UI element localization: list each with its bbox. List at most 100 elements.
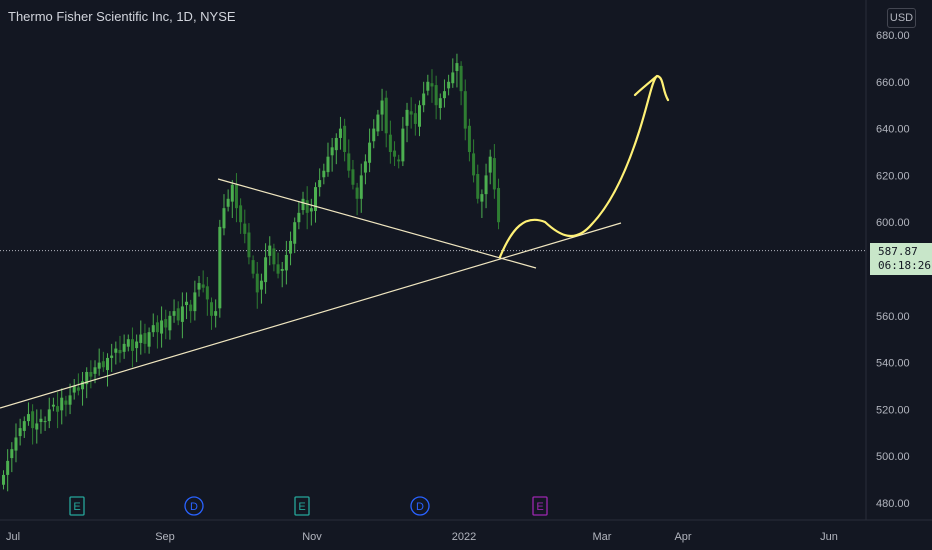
candle-body — [218, 226, 222, 309]
price-tick-label: 480.00 — [876, 498, 910, 510]
candle-body — [430, 83, 434, 87]
candle-body — [268, 245, 272, 256]
chart-title: Thermo Fisher Scientific Inc, 1D, NYSE — [8, 9, 236, 24]
upcoming-earnings-icon — [532, 496, 548, 516]
candle-body — [451, 72, 455, 84]
candle-body — [422, 93, 426, 106]
descending-trendline — [217, 178, 537, 269]
price-tick-label: 680.00 — [876, 30, 910, 42]
candle-body — [35, 423, 39, 430]
price-tick-label: 540.00 — [876, 358, 910, 370]
last-price-badge: 587.87 06:18:26 — [870, 243, 932, 275]
candle-body — [330, 147, 334, 156]
event-label: E — [73, 501, 80, 513]
candle-body — [26, 414, 30, 422]
event-label: E — [536, 501, 543, 513]
candle-body — [380, 100, 384, 115]
event-label: D — [416, 501, 424, 513]
candle-body — [85, 371, 89, 385]
candle-body — [472, 153, 476, 176]
candle-body — [359, 175, 363, 199]
candle-body — [442, 91, 446, 99]
candle-body — [81, 381, 85, 390]
candle-body — [110, 355, 114, 358]
candle-body — [60, 397, 64, 411]
candle-body — [47, 409, 51, 422]
candle-body — [372, 128, 376, 142]
candle-body — [289, 240, 293, 254]
candle-body — [447, 81, 451, 89]
candle-body — [322, 170, 326, 178]
dividend-icon — [410, 496, 430, 516]
candle-body — [405, 109, 409, 126]
candle-body — [118, 349, 122, 354]
candle-body — [89, 371, 93, 377]
candle-body — [160, 320, 164, 334]
candle-body — [143, 333, 147, 344]
time-tick-label: Apr — [674, 531, 691, 543]
candle-body — [164, 319, 168, 328]
price-tick-label: 520.00 — [876, 404, 910, 416]
candle-body — [301, 198, 305, 211]
candle-body — [347, 153, 351, 171]
candle-body — [76, 387, 80, 391]
candle-body — [151, 325, 155, 333]
time-axis[interactable]: Jul Sep Nov 2022 Mar Apr Jun — [6, 531, 838, 543]
candle-body — [214, 311, 218, 316]
candle-body — [484, 175, 488, 195]
candle-body — [305, 200, 309, 213]
projection-drawing — [498, 74, 670, 259]
candle-body — [397, 159, 401, 162]
candle-body — [314, 187, 317, 211]
candle-body — [135, 341, 139, 349]
currency-button[interactable]: USD — [887, 8, 916, 28]
candle-body — [43, 421, 47, 423]
candle-body — [39, 418, 43, 423]
candle-body — [93, 367, 97, 374]
candle-body — [393, 150, 397, 157]
time-tick-label: 2022 — [452, 531, 476, 543]
candle-body — [222, 208, 226, 229]
candle-body — [147, 332, 151, 347]
time-tick-label: Jul — [6, 531, 20, 543]
candle-body — [492, 158, 496, 190]
candle-body — [476, 173, 480, 199]
candle-body — [56, 406, 60, 412]
candle-body — [418, 105, 421, 127]
candle-body — [14, 437, 18, 451]
candle-body — [309, 208, 313, 212]
candle-body — [172, 311, 176, 316]
candle-body — [168, 315, 172, 331]
candle-body — [247, 232, 251, 258]
candle-body — [293, 222, 297, 244]
candle-body — [10, 449, 14, 459]
ascending-trendline — [0, 222, 622, 409]
event-label: D — [190, 501, 198, 513]
time-tick-label: Nov — [302, 531, 322, 543]
time-tick-label: Mar — [593, 531, 612, 543]
candle-body — [426, 81, 430, 91]
candle-body — [243, 223, 247, 234]
candle-body — [210, 302, 213, 316]
candle-body — [280, 269, 284, 271]
price-tick-label: 560.00 — [876, 311, 910, 323]
candle-body — [326, 156, 330, 173]
candlestick-series — [2, 53, 501, 492]
candle-body — [176, 308, 180, 321]
candle-body — [201, 284, 205, 288]
candle-body — [272, 248, 276, 265]
candle-body — [363, 161, 367, 173]
candle-body — [351, 169, 355, 185]
candle-body — [205, 286, 209, 300]
candle-body — [264, 257, 268, 283]
candle-body — [234, 184, 238, 209]
candle-body — [230, 184, 234, 202]
price-tick-label: 640.00 — [876, 124, 910, 136]
candle-body — [438, 98, 442, 109]
price-tick-label: 620.00 — [876, 170, 910, 182]
candle-body — [488, 156, 492, 173]
candle-body — [101, 361, 105, 368]
candle-body — [97, 362, 101, 369]
